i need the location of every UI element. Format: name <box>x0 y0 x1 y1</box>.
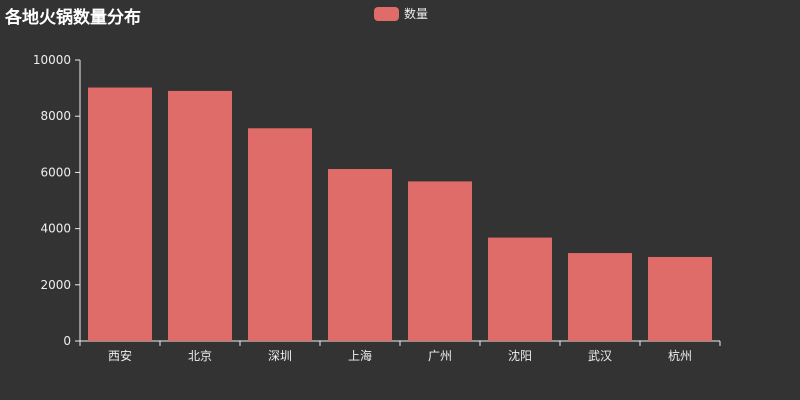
x-tick-label: 沈阳 <box>508 348 532 363</box>
y-tick-label: 2000 <box>40 278 71 292</box>
x-tick-label: 北京 <box>188 349 212 363</box>
x-tick-label: 武汉 <box>588 349 612 363</box>
y-tick-label: 0 <box>63 334 71 348</box>
y-tick-label: 10000 <box>33 53 71 67</box>
bar <box>408 181 472 341</box>
x-tick-label: 广州 <box>428 349 452 363</box>
legend-label: 数量 <box>404 7 429 21</box>
bar <box>328 169 392 341</box>
y-tick-label: 6000 <box>40 165 71 179</box>
x-tick-label: 西安 <box>108 348 132 363</box>
x-tick-label: 深圳 <box>268 349 292 363</box>
bar <box>88 87 152 342</box>
chart-title: 各地火锅数量分布 <box>5 8 141 28</box>
bar <box>168 90 232 341</box>
x-tick-label: 上海 <box>348 348 372 363</box>
y-tick-label: 8000 <box>40 109 71 123</box>
bar <box>568 253 632 341</box>
legend-swatch <box>374 6 399 21</box>
bar <box>488 237 552 341</box>
y-tick-label: 4000 <box>40 222 71 236</box>
x-tick-label: 杭州 <box>668 348 692 363</box>
legend[interactable]: 数量 <box>374 5 428 22</box>
bar <box>648 256 712 341</box>
bar <box>248 128 312 341</box>
